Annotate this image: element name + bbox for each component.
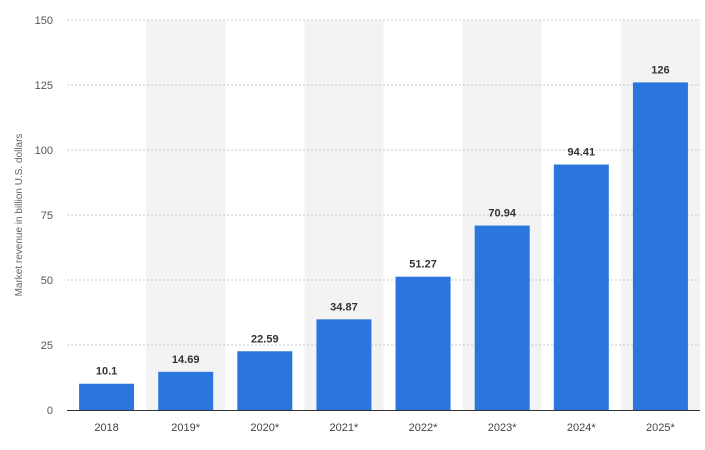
y-axis-label: Market revenue in billion U.S. dollars bbox=[14, 134, 25, 297]
x-tick-label-2018: 2018 bbox=[94, 422, 118, 434]
x-axis-ticks: 2018 2019* 2020* 2021* 2022* 2023* 2024* 2025* bbox=[94, 422, 675, 434]
bar-2025* bbox=[632, 82, 688, 411]
x-tick-label-2021*: 2021* bbox=[330, 422, 359, 434]
bar-2021* bbox=[316, 319, 372, 410]
bar-2019* bbox=[158, 371, 214, 410]
value-label-2019*: 14.69 bbox=[172, 354, 200, 366]
value-label-2023*: 70.94 bbox=[488, 208, 516, 220]
value-label-2021*: 34.87 bbox=[330, 301, 358, 313]
bar-2018 bbox=[79, 383, 135, 410]
value-label-2018: 10.1 bbox=[96, 366, 117, 378]
value-label-2022*: 51.27 bbox=[409, 259, 437, 271]
value-label-2024*: 94.41 bbox=[568, 147, 596, 159]
bar-2022* bbox=[395, 276, 451, 410]
y-tick-label: 150 bbox=[35, 15, 53, 27]
y-axis-ticks: 0 25 50 75 100 125 150 bbox=[35, 15, 53, 417]
gridlines bbox=[67, 19, 700, 346]
x-tick-label-2025*: 2025* bbox=[646, 422, 675, 434]
y-tick-label: 75 bbox=[41, 210, 53, 222]
x-tick-label-2023*: 2023* bbox=[488, 422, 517, 434]
x-tick-label-2019*: 2019* bbox=[171, 422, 200, 434]
bar-2020* bbox=[237, 351, 293, 410]
y-tick-label: 0 bbox=[47, 405, 53, 417]
value-label-2020*: 22.59 bbox=[251, 333, 279, 345]
x-tick-label-2022*: 2022* bbox=[409, 422, 438, 434]
value-labels: 10.1 14.69 22.59 34.87 51.27 70.94 94.41 126 bbox=[96, 64, 670, 377]
x-tick-label-2024*: 2024* bbox=[567, 422, 596, 434]
y-tick-label: 25 bbox=[41, 340, 53, 352]
value-label-2025*: 126 bbox=[651, 64, 669, 76]
band-2019* bbox=[146, 20, 226, 410]
x-tick-label-2020*: 2020* bbox=[250, 422, 279, 434]
y-tick-label: 100 bbox=[35, 145, 53, 157]
bar-2023* bbox=[474, 225, 530, 410]
y-tick-label: 125 bbox=[35, 80, 53, 92]
bars bbox=[79, 82, 688, 411]
bar-2024* bbox=[553, 164, 609, 410]
y-tick-label: 50 bbox=[41, 275, 53, 287]
